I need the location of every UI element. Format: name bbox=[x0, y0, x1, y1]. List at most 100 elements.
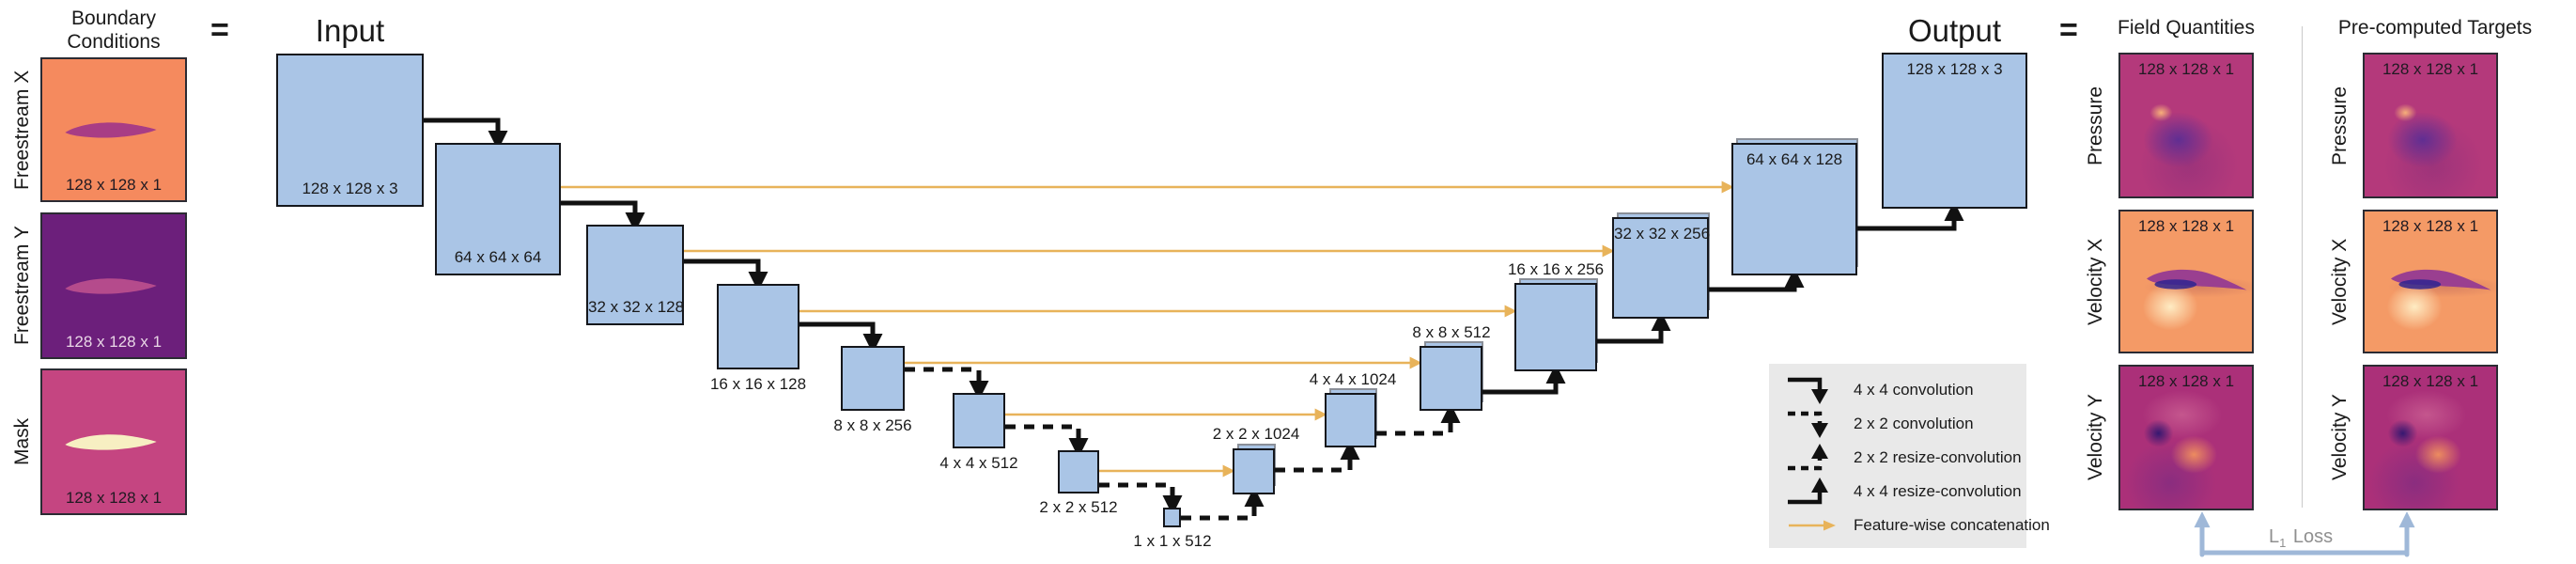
conv-arrow-e2-e3 bbox=[561, 200, 645, 232]
legend-item-conv4: 4 x 4 convolution bbox=[1786, 373, 2015, 407]
unet-block-4enc bbox=[953, 393, 1005, 448]
block-dim: 1 x 1 x 512 bbox=[1133, 532, 1212, 550]
resize-arrow-d6-d5 bbox=[1376, 403, 1461, 436]
block-dim: 8 x 8 x 512 bbox=[1412, 323, 1491, 341]
block-dim: 16 x 16 x 128 bbox=[709, 375, 807, 393]
block-dim: 2 x 2 x 512 bbox=[1039, 498, 1118, 516]
unet-block-8enc bbox=[841, 346, 905, 411]
airfoil-shape bbox=[2391, 269, 2491, 290]
image-dim: 128 x 128 x 1 bbox=[2137, 372, 2235, 390]
velocity-y-target-image: 128 x 128 x 1 bbox=[2363, 365, 2498, 510]
legend-item-concat: Feature-wise concatenation bbox=[1786, 509, 2050, 542]
unet-block-64dec: 64 x 64 x 128 bbox=[1731, 138, 1858, 275]
freestream-y-label: Freestream Y bbox=[11, 226, 33, 346]
mask-label: Mask bbox=[11, 417, 33, 466]
block-dim: 4 x 4 x 1024 bbox=[1309, 370, 1397, 388]
legend: 4 x 4 convolution 2 x 2 convolution 2 x … bbox=[1769, 364, 2050, 548]
output-title: Output bbox=[1907, 13, 2002, 48]
conv4-arrow-icon bbox=[1788, 377, 1828, 404]
image-dim: 128 x 128 x 1 bbox=[2382, 217, 2479, 235]
freestream-y-dim: 128 x 128 x 1 bbox=[65, 333, 163, 351]
legend-label: 2 x 2 convolution bbox=[1854, 415, 1974, 432]
block-dim: 2 x 2 x 1024 bbox=[1212, 425, 1300, 443]
resize-arrow-d7-d6 bbox=[1275, 440, 1360, 473]
unet-block-32enc: 32 x 32 x 128 bbox=[586, 225, 684, 325]
conv-arrow-e6-e7 bbox=[1005, 424, 1089, 458]
block-dim: 8 x 8 x 256 bbox=[833, 416, 912, 434]
loss-rest: Loss bbox=[2292, 526, 2334, 547]
l1-loss-label: L1 Loss bbox=[2269, 526, 2333, 550]
velocity-x-target-image: 128 x 128 x 1 bbox=[2363, 210, 2498, 353]
airfoil-shape bbox=[65, 434, 157, 450]
equals-right: = bbox=[2059, 12, 2078, 48]
unet-block-output: 128 x 128 x 3 bbox=[1882, 53, 2027, 209]
velocity-x-field-image: 128 x 128 x 1 bbox=[2118, 210, 2254, 353]
velocity-x-label-field: Velocity X bbox=[2085, 238, 2106, 325]
velocity-y-field-image: 128 x 128 x 1 bbox=[2118, 365, 2254, 510]
unet-block-bottleneck bbox=[1163, 508, 1181, 527]
unet-block-input: 128 x 128 x 3 bbox=[276, 54, 424, 207]
airfoil-shape bbox=[65, 122, 157, 138]
velocity-y-label-target: Velocity Y bbox=[2329, 394, 2351, 481]
unet-block-64enc: 64 x 64 x 64 bbox=[435, 143, 561, 275]
pressure-label-target: Pressure bbox=[2329, 86, 2351, 165]
column-divider bbox=[2302, 26, 2303, 508]
unet-block-16dec bbox=[1514, 278, 1598, 371]
field-quantities-title: Field Quantities bbox=[2118, 17, 2255, 39]
image-dim: 128 x 128 x 1 bbox=[2137, 217, 2235, 235]
block-dim: 64 x 64 x 64 bbox=[454, 248, 542, 266]
pressure-field-image: 128 x 128 x 1 bbox=[2118, 53, 2254, 198]
velocity-x-label-target: Velocity X bbox=[2329, 238, 2351, 325]
precomputed-targets-title: Pre-computed Targets bbox=[2337, 17, 2533, 39]
resize-arrow-d3-d2 bbox=[1709, 268, 1805, 292]
block-dim: 128 x 128 x 3 bbox=[1906, 60, 2003, 78]
velocity-y-label-field: Velocity Y bbox=[2085, 394, 2106, 481]
block-dim: 16 x 16 x 256 bbox=[1507, 260, 1605, 278]
conv-arrow-e5-e6 bbox=[905, 367, 989, 400]
legend-item-resize4: 4 x 4 resize-convolution bbox=[1786, 475, 2022, 509]
input-title: Input bbox=[315, 13, 385, 48]
resize4-arrow-icon bbox=[1788, 478, 1828, 505]
block-dim: 32 x 32 x 128 bbox=[588, 298, 685, 316]
conv-arrow-e7-e8 bbox=[1099, 482, 1183, 515]
conv-arrow-e1-e2 bbox=[424, 118, 508, 150]
pressure-target-image: 128 x 128 x 1 bbox=[2363, 53, 2498, 198]
image-dim: 128 x 128 x 1 bbox=[2382, 60, 2479, 78]
freestream-y-image: 128 x 128 x 1 bbox=[40, 212, 187, 359]
pressure-label-field: Pressure bbox=[2085, 86, 2106, 165]
freestream-x-image: 128 x 128 x 1 bbox=[40, 57, 187, 202]
boundary-conditions-title: Boundary Conditions bbox=[67, 8, 161, 53]
airfoil-shape bbox=[65, 278, 157, 294]
resize-arrow-d2-out bbox=[1857, 201, 1964, 231]
legend-item-conv2: 2 x 2 convolution bbox=[1786, 407, 2015, 441]
loss-main: L bbox=[2269, 526, 2280, 547]
resize2-arrow-icon bbox=[1788, 444, 1828, 471]
image-dim: 128 x 128 x 1 bbox=[2382, 372, 2479, 390]
equals-left: = bbox=[210, 12, 229, 48]
unet-block-2dec bbox=[1233, 444, 1276, 494]
conv-arrow-e4-e5 bbox=[799, 321, 883, 353]
resize-arrow-d5-d4 bbox=[1482, 364, 1566, 395]
block-dim: 32 x 32 x 256 bbox=[1614, 225, 1711, 243]
concat-arrow-icon bbox=[1789, 520, 1836, 531]
conv-arrow-e3-e4 bbox=[684, 258, 768, 291]
freestream-x-dim: 128 x 128 x 1 bbox=[65, 176, 163, 194]
loss-sub: 1 bbox=[2279, 536, 2287, 550]
mask-dim: 128 x 128 x 1 bbox=[65, 489, 163, 507]
legend-label: 2 x 2 resize-convolution bbox=[1854, 448, 2022, 466]
legend-label: 4 x 4 convolution bbox=[1854, 381, 1974, 399]
unet-block-16enc bbox=[717, 284, 799, 369]
unet-block-8dec bbox=[1420, 341, 1483, 411]
legend-label: Feature-wise concatenation bbox=[1854, 516, 2050, 534]
unet-block-2enc bbox=[1058, 450, 1099, 494]
mask-image: 128 x 128 x 1 bbox=[40, 368, 187, 515]
conv2-arrow-icon bbox=[1788, 411, 1828, 438]
image-dim: 128 x 128 x 1 bbox=[2137, 60, 2235, 78]
block-dim: 128 x 128 x 3 bbox=[302, 180, 398, 197]
freestream-x-label: Freestream X bbox=[11, 70, 33, 190]
legend-item-resize2: 2 x 2 resize-convolution bbox=[1786, 441, 2022, 475]
airfoil-shape bbox=[2147, 269, 2247, 290]
resize-arrow-d4-d3 bbox=[1597, 311, 1671, 344]
unet-block-32dec: 32 x 32 x 256 bbox=[1612, 212, 1711, 319]
